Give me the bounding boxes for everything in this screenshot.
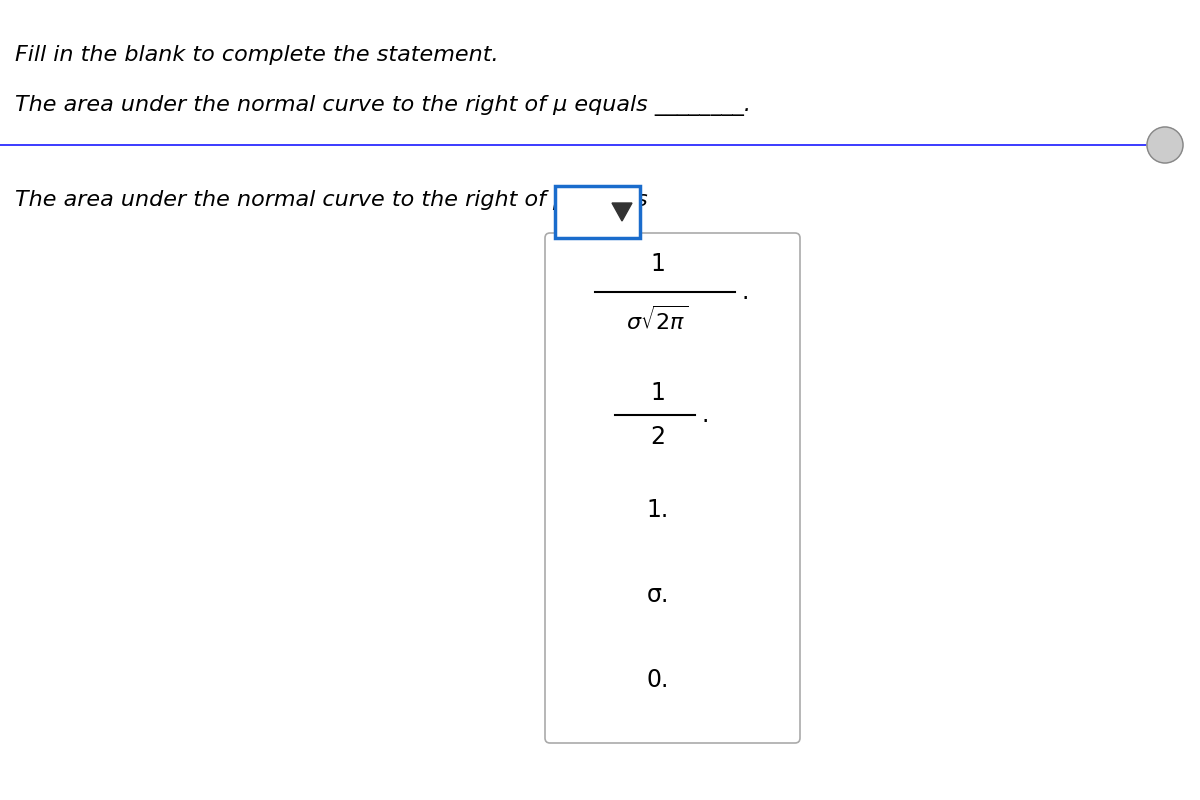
Text: $\sigma\sqrt{2\pi}$: $\sigma\sqrt{2\pi}$ [626,306,689,334]
Text: 2: 2 [650,425,665,449]
FancyBboxPatch shape [545,233,800,743]
Text: 0.: 0. [647,668,668,692]
Text: The area under the normal curve to the right of μ equals: The area under the normal curve to the r… [14,190,648,210]
Text: 1: 1 [650,252,665,276]
FancyBboxPatch shape [554,186,640,238]
Text: .: . [702,403,709,427]
Text: 1: 1 [650,381,665,405]
Text: .: . [742,280,749,304]
Text: σ.: σ. [647,583,668,607]
Text: The area under the normal curve to the right of μ equals ________.: The area under the normal curve to the r… [14,95,751,116]
Circle shape [1147,127,1183,163]
Text: Fill in the blank to complete the statement.: Fill in the blank to complete the statem… [14,45,499,65]
Polygon shape [612,203,632,221]
Text: 1.: 1. [647,498,668,522]
